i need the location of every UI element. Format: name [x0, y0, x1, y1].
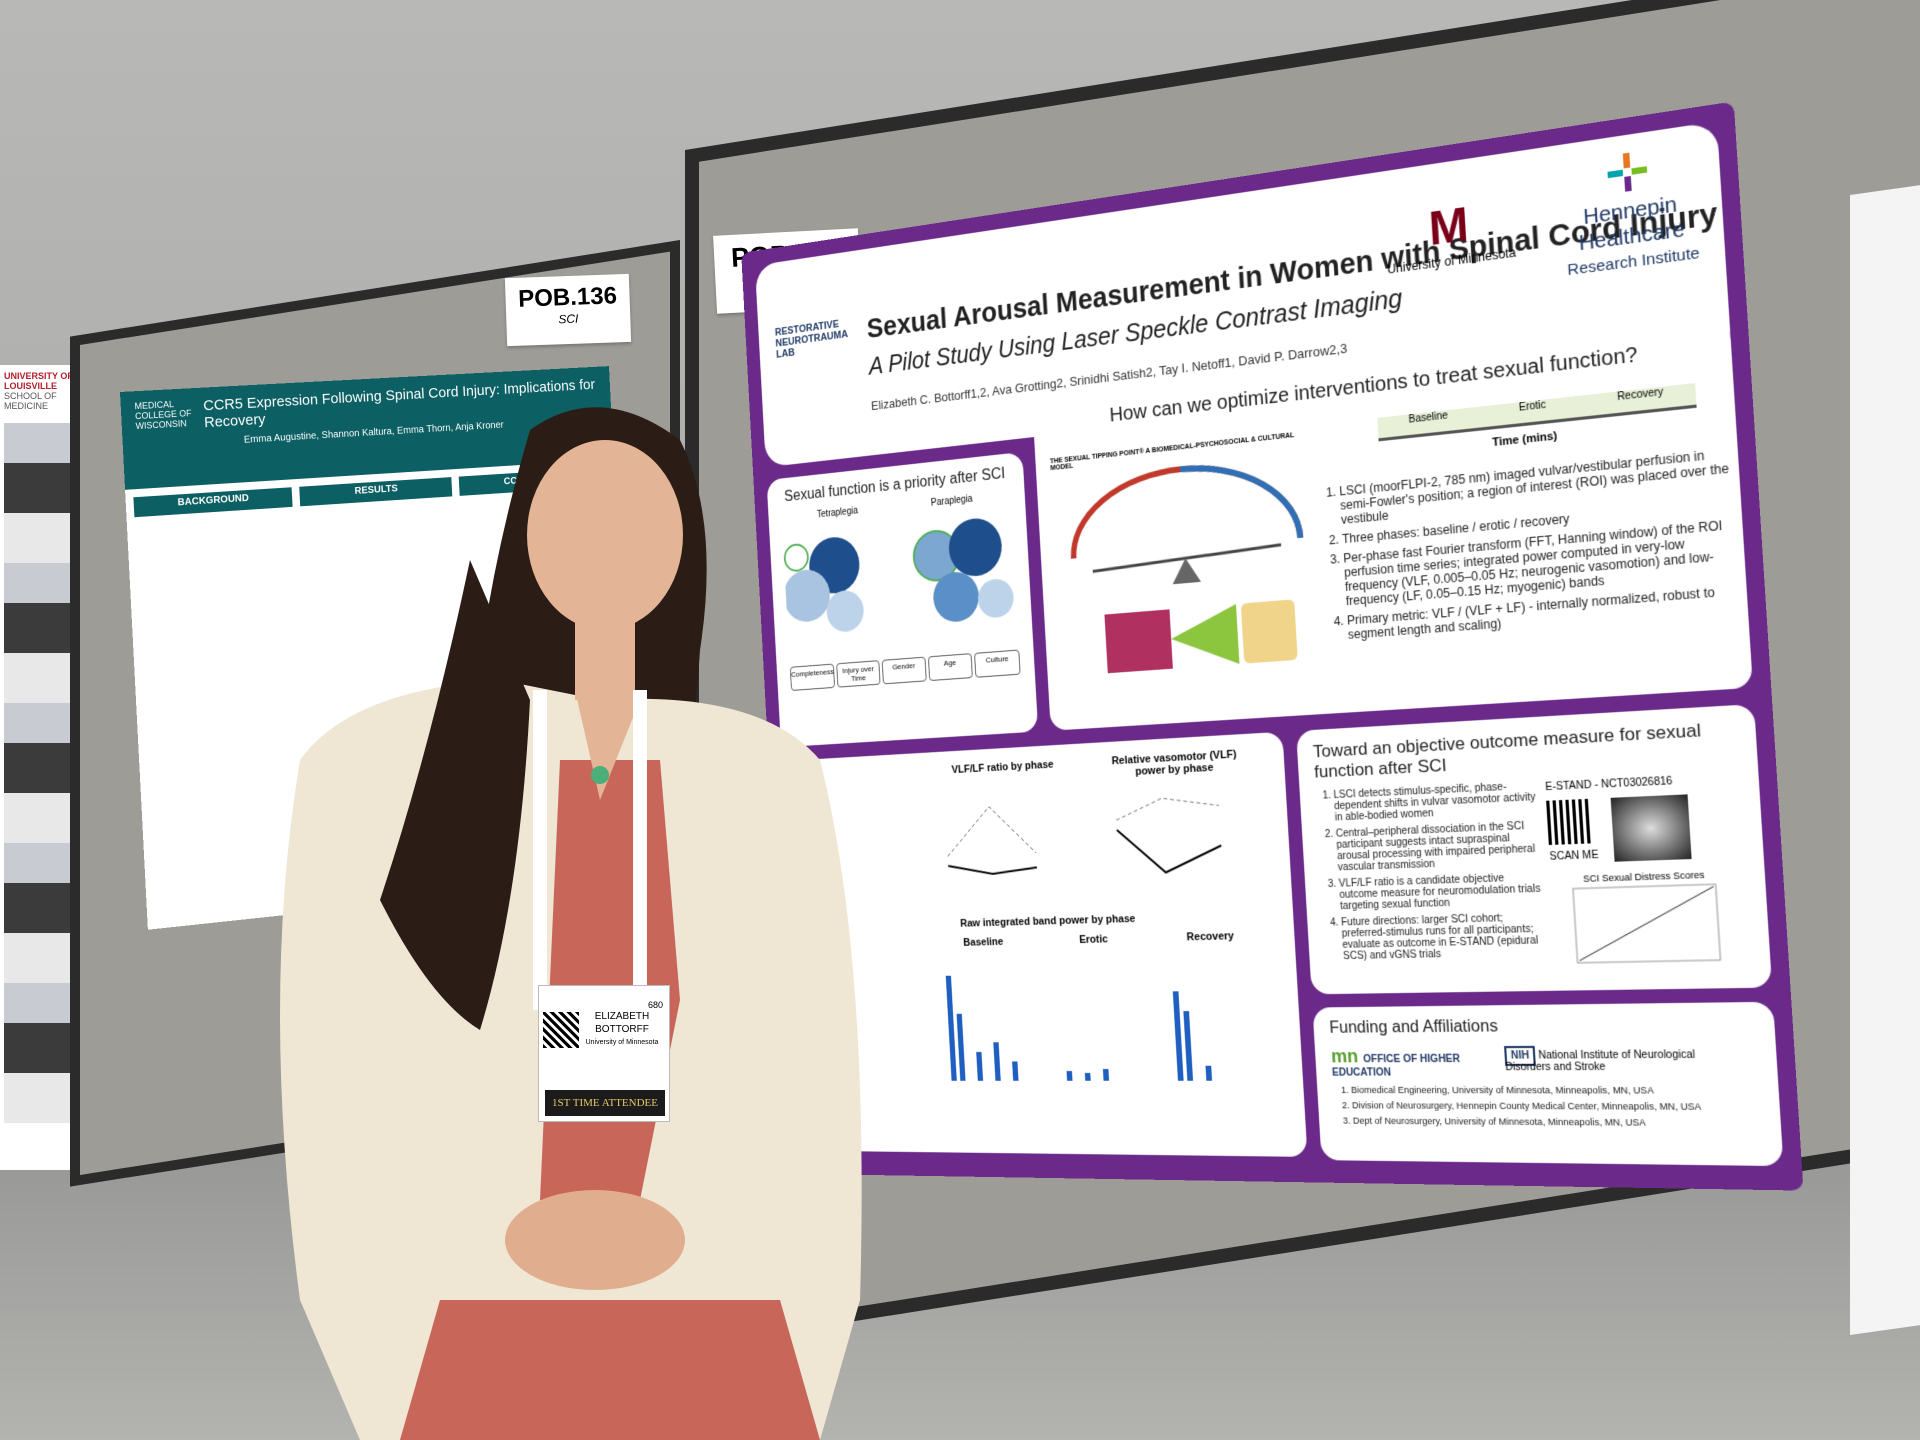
- institution: UNIVERSITY OF LOUISVILLE: [4, 371, 73, 391]
- charts-panel: VLF/LF ratio by phase Relative vasomotor…: [781, 731, 1308, 1157]
- ribbon: 1ST TIME ATTENDEE: [545, 1090, 665, 1116]
- last-name: BOTTORFF: [595, 1024, 649, 1035]
- qr-code: [543, 1011, 579, 1048]
- priority-diagram: [782, 516, 1015, 634]
- school: SCHOOL OF MEDICINE: [4, 391, 57, 411]
- model-figure: [1051, 445, 1330, 674]
- priority-panel: Sexual function is a priority after SCI …: [766, 451, 1039, 748]
- badge-number: 680: [647, 1000, 663, 1010]
- main-poster-area: RESTORATIVE NEUROTRAUMA LAB Sexual Arous…: [705, 101, 1804, 1230]
- bar-charts: [945, 975, 1213, 1081]
- affiliation: University of Minnesota: [585, 1039, 659, 1046]
- optimize-panel: How can we optimize interventions to tre…: [1032, 319, 1753, 731]
- main-poster: RESTORATIVE NEUROTRAUMA LAB Sexual Arous…: [741, 101, 1804, 1191]
- badge-body: ELIZABETH BOTTORFF University of Minneso…: [539, 1010, 669, 1049]
- first-name: ELIZABETH: [594, 1011, 650, 1022]
